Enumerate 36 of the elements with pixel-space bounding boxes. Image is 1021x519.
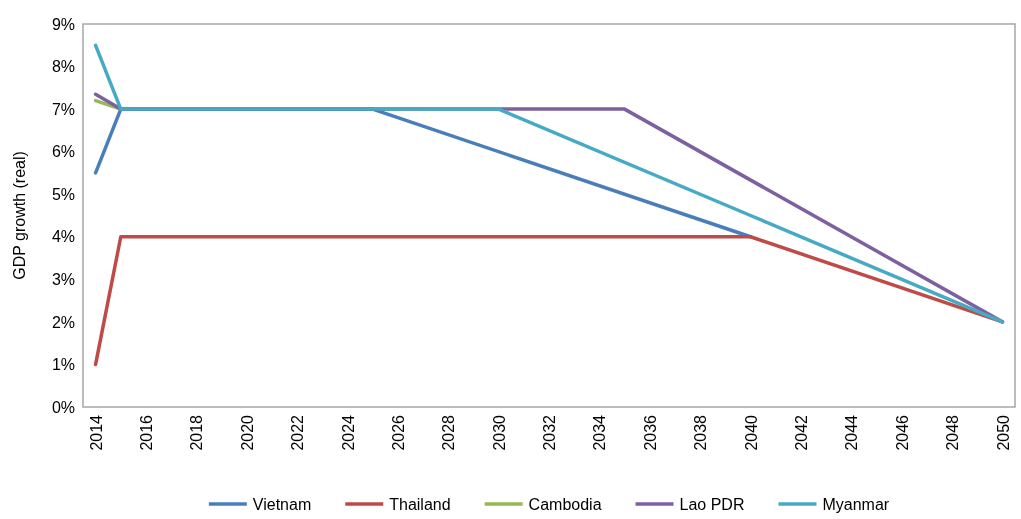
x-tick-label: 2020 — [238, 414, 256, 451]
y-tick-label: 2% — [51, 313, 75, 331]
x-tick-label: 2018 — [188, 414, 206, 451]
legend-label: Myanmar — [822, 495, 890, 513]
y-tick-label: 6% — [51, 143, 75, 161]
legend-label: Vietnam — [252, 495, 312, 513]
x-tick-label: 2032 — [541, 414, 559, 451]
y-tick-label: 5% — [51, 185, 75, 203]
x-tick-label: 2034 — [591, 414, 609, 451]
x-tick-label: 2044 — [843, 414, 861, 451]
x-tick-label: 2028 — [440, 414, 458, 451]
legend-label: Cambodia — [528, 495, 602, 513]
y-tick-label: 7% — [51, 100, 75, 118]
y-tick-label: 8% — [51, 58, 75, 76]
x-tick-label: 2038 — [692, 414, 710, 451]
line-series — [93, 43, 1005, 324]
y-tick-label: 0% — [51, 398, 75, 416]
y-axis-title: GDP growth (real) — [11, 151, 28, 280]
legend-label: Thailand — [389, 495, 451, 513]
x-tick-label: 2036 — [641, 414, 659, 451]
x-tick-label: 2024 — [339, 414, 357, 451]
y-tick-label: 9% — [51, 15, 75, 33]
x-tick-label: 2014 — [87, 414, 105, 451]
x-tick-label: 2046 — [893, 414, 911, 451]
x-tick-label: 2022 — [289, 414, 307, 451]
x-tick-label: 2042 — [792, 414, 810, 451]
legend-label: Lao PDR — [679, 495, 745, 513]
y-tick-label: 3% — [51, 270, 75, 288]
x-tick-label: 2048 — [944, 414, 962, 451]
x-tick-label: 2030 — [490, 414, 508, 451]
x-tick-label: 2040 — [742, 414, 760, 451]
y-tick-label: 4% — [51, 228, 75, 246]
x-tick-label: 2026 — [389, 414, 407, 451]
y-tick-label: 1% — [51, 356, 75, 374]
x-tick-label: 2050 — [994, 414, 1012, 451]
x-tick-label: 2016 — [138, 414, 156, 451]
